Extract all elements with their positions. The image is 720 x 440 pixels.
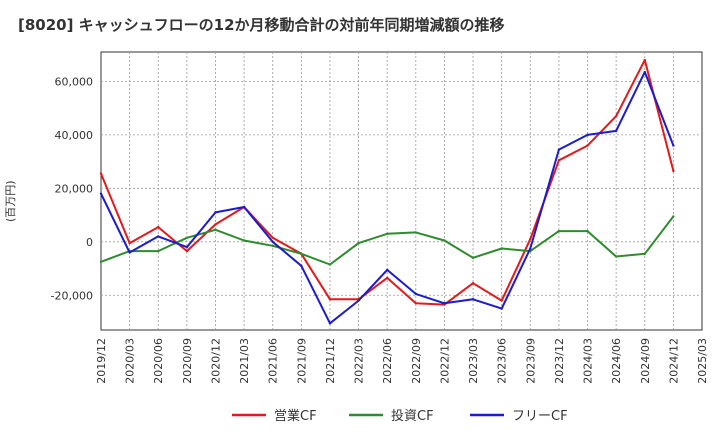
plot-frame [100,51,703,331]
data-point [557,148,561,151]
x-tick-label: 2022/06 [381,338,394,384]
data-point [385,232,389,235]
data-point [328,263,332,266]
x-tick-label: 2020/06 [152,338,165,384]
data-point [271,240,274,243]
data-point [500,307,503,310]
y-tick-label: -20,000 [51,289,93,302]
data-point [214,211,217,214]
x-tick-label: 2023/09 [524,338,537,384]
x-tick-label: 2020/12 [209,338,222,384]
data-point [99,192,103,195]
data-point [586,229,589,233]
data-point [328,298,332,301]
data-point [128,241,131,245]
x-tick-label: 2023/12 [553,338,566,384]
x-tick-label: 2024/06 [610,338,623,384]
y-tick-label: 40,000 [55,129,94,142]
data-point [643,252,646,256]
data-point [185,249,189,253]
data-point [414,292,418,296]
data-point [128,251,131,254]
data-point [643,58,646,62]
x-tick-label: 2021/09 [295,338,308,384]
data-point [157,225,160,229]
data-point [500,299,503,302]
data-point [157,235,160,238]
x-tick-label: 2021/12 [324,338,337,384]
data-point [242,205,246,209]
data-point [185,236,189,239]
y-tick-label: 60,000 [55,75,94,88]
x-tick-label: 2021/06 [267,338,280,384]
data-point [529,247,532,250]
data-point [500,247,503,250]
x-tick-label: 2021/03 [238,338,251,384]
x-tick-label: 2022/03 [353,338,366,384]
data-point [214,228,217,231]
y-tick-label: 20,000 [55,182,94,195]
data-point [385,268,389,272]
data-point [414,231,418,234]
data-point [443,239,446,242]
data-point [557,159,561,162]
y-tick-label: 0 [86,236,93,249]
data-point [614,129,618,133]
x-tick-label: 2019/12 [95,338,108,384]
data-point [214,223,217,226]
x-tick-label: 2022/09 [410,338,423,384]
data-point [614,114,618,118]
data-point [414,302,418,305]
data-point [300,264,303,268]
data-point [99,172,103,175]
data-point [271,244,274,247]
data-point [471,298,475,301]
data-point [357,299,360,302]
legend-label-1: 投資CF [391,408,434,424]
data-point [99,260,103,264]
x-tick-label: 2020/03 [124,338,137,384]
data-point [271,236,274,239]
data-point [300,252,303,256]
data-point [672,144,675,147]
x-tick-label: 2023/03 [467,338,480,384]
data-point [672,215,675,218]
legend-label-0: 営業CF [274,408,317,424]
data-point [385,276,389,280]
x-tick-label: 2020/09 [181,338,194,384]
legend-label-2: フリーCF [512,409,568,424]
x-tick-label: 2023/06 [496,338,509,384]
data-point [157,249,160,253]
data-point [471,282,475,285]
data-point [242,239,246,242]
data-point [586,144,589,147]
data-point [529,237,532,241]
x-tick-label: 2022/12 [438,338,451,384]
chart-title: [8020] キャッシュフローの12か月移動合計の対前年同期増減額の推移 [18,16,505,34]
x-tick-label: 2025/03 [696,338,709,384]
x-tick-label: 2024/09 [639,338,652,384]
data-point [557,229,561,233]
data-point [643,70,646,74]
data-point [357,241,360,245]
data-point [185,245,189,249]
data-point [586,133,589,137]
data-point [471,256,475,260]
x-tick-label: 2024/03 [582,338,595,384]
data-point [614,255,618,258]
x-tick-label: 2024/12 [667,338,680,384]
data-point [443,302,446,305]
data-point [328,322,332,325]
data-point [672,169,675,173]
